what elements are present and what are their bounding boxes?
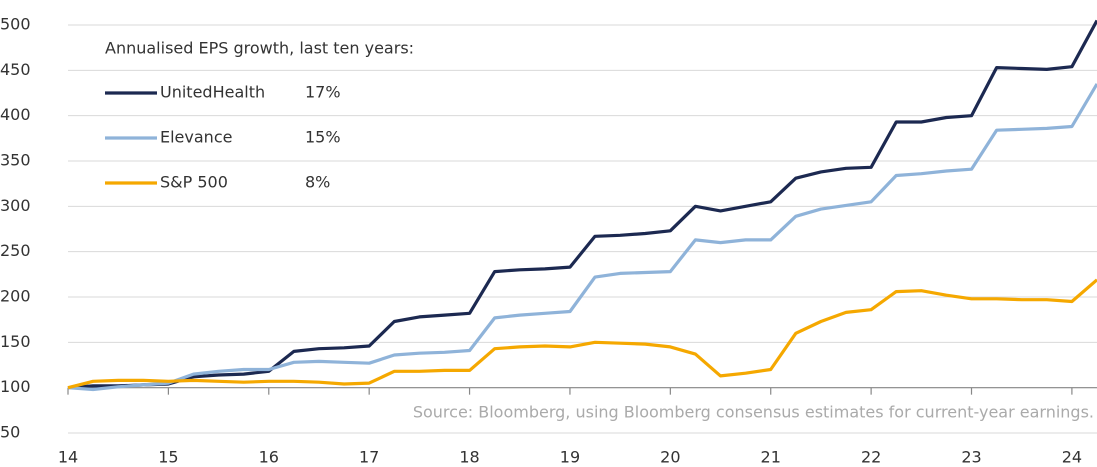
series-line <box>67 83 1097 392</box>
x-tick-label: 18 <box>459 448 479 467</box>
y-tick-label: 350 <box>0 151 31 170</box>
legend-label: Elevance <box>160 128 232 147</box>
x-tick-label: 17 <box>359 448 379 467</box>
x-tick-label: 16 <box>259 448 279 467</box>
y-tick-label: 150 <box>0 332 31 351</box>
x-tick-label: 19 <box>560 448 580 467</box>
x-tick-label: 24 <box>1062 448 1082 467</box>
y-tick-label: 500 <box>0 15 31 34</box>
x-tick-label: 23 <box>961 448 981 467</box>
x-tick-label: 20 <box>660 448 680 467</box>
y-tick-label: 200 <box>0 287 31 306</box>
y-tick-label: 450 <box>0 60 31 79</box>
series-line <box>67 278 1097 390</box>
x-tick-label: 15 <box>158 448 178 467</box>
x-tick-label: 14 <box>58 448 78 467</box>
legend-growth: 8% <box>305 173 330 192</box>
legend-growth: 15% <box>305 128 341 147</box>
legend-label: S&P 500 <box>160 173 228 192</box>
y-tick-label: 400 <box>0 105 31 124</box>
x-tick-label: 22 <box>861 448 881 467</box>
y-tick-label: 300 <box>0 196 31 215</box>
legend-title: Annualised EPS growth, last ten years: <box>105 39 414 58</box>
legend-growth: 17% <box>305 83 341 102</box>
legend-label: UnitedHealth <box>160 83 265 102</box>
y-tick-label: 250 <box>0 241 31 260</box>
y-tick-label: 50 <box>0 423 20 442</box>
series-line <box>67 19 1097 390</box>
x-tick-label: 21 <box>761 448 781 467</box>
source-note: Source: Bloomberg, using Bloomberg conse… <box>413 403 1094 422</box>
y-tick-label: 100 <box>0 377 31 396</box>
